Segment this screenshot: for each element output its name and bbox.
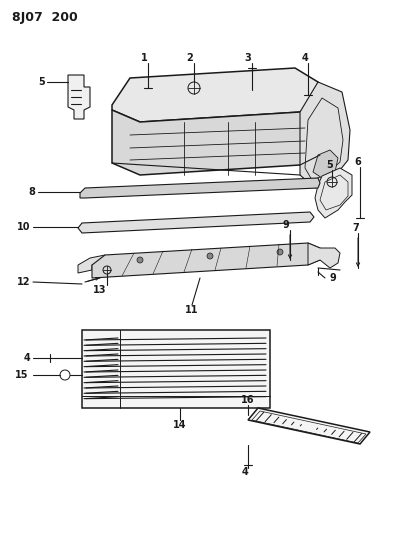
- Text: 1: 1: [141, 53, 147, 63]
- Text: 10: 10: [17, 222, 30, 232]
- Text: 4: 4: [301, 53, 309, 63]
- Text: 5: 5: [38, 77, 45, 87]
- Text: 2: 2: [187, 53, 193, 63]
- Circle shape: [277, 249, 283, 255]
- Text: 13: 13: [93, 285, 107, 295]
- Polygon shape: [313, 150, 338, 178]
- Text: 6: 6: [354, 157, 362, 167]
- Polygon shape: [78, 212, 314, 233]
- Text: 5: 5: [327, 160, 333, 170]
- Text: 11: 11: [185, 305, 199, 315]
- Text: 4: 4: [242, 467, 248, 477]
- Text: 16: 16: [241, 395, 255, 405]
- Polygon shape: [248, 408, 370, 444]
- Circle shape: [207, 253, 213, 259]
- Circle shape: [137, 257, 143, 263]
- Text: 9: 9: [283, 220, 289, 230]
- Polygon shape: [308, 243, 340, 268]
- Polygon shape: [315, 168, 352, 218]
- Text: 4: 4: [23, 353, 30, 363]
- Text: 7: 7: [353, 223, 359, 233]
- Text: 12: 12: [17, 277, 30, 287]
- Polygon shape: [80, 178, 320, 198]
- Text: 8: 8: [28, 187, 35, 197]
- Text: 14: 14: [173, 420, 187, 430]
- Polygon shape: [82, 330, 270, 408]
- Text: 9: 9: [330, 273, 337, 283]
- Polygon shape: [68, 75, 90, 119]
- Polygon shape: [78, 255, 105, 273]
- Text: 3: 3: [244, 53, 252, 63]
- Polygon shape: [112, 100, 320, 175]
- Polygon shape: [112, 68, 320, 122]
- Polygon shape: [92, 243, 320, 278]
- Text: 8J07  200: 8J07 200: [12, 12, 78, 25]
- Polygon shape: [300, 82, 350, 188]
- Text: 15: 15: [15, 370, 28, 380]
